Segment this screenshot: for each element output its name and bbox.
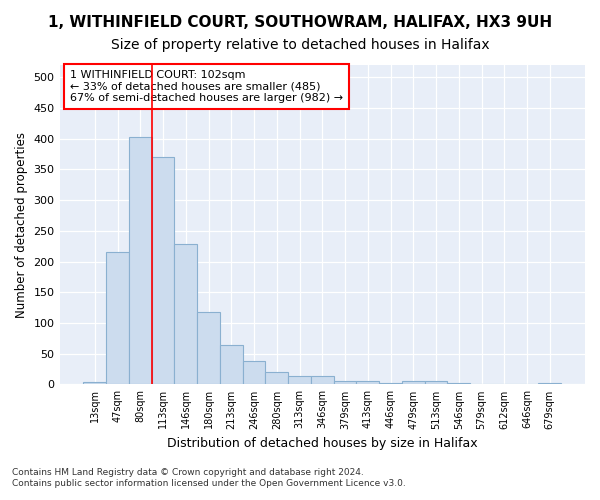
Text: 1 WITHINFIELD COURT: 102sqm
← 33% of detached houses are smaller (485)
67% of se: 1 WITHINFIELD COURT: 102sqm ← 33% of det… xyxy=(70,70,343,103)
Bar xyxy=(379,383,402,384)
Bar xyxy=(242,361,265,384)
Bar xyxy=(152,157,175,384)
X-axis label: Distribution of detached houses by size in Halifax: Distribution of detached houses by size … xyxy=(167,437,478,450)
Bar xyxy=(425,380,448,384)
Bar xyxy=(129,137,152,384)
Text: Size of property relative to detached houses in Halifax: Size of property relative to detached ho… xyxy=(110,38,490,52)
Text: Contains HM Land Registry data © Crown copyright and database right 2024.
Contai: Contains HM Land Registry data © Crown c… xyxy=(12,468,406,487)
Bar xyxy=(83,382,106,384)
Bar xyxy=(175,244,197,384)
Bar xyxy=(356,380,379,384)
Bar xyxy=(402,382,425,384)
Text: 1, WITHINFIELD COURT, SOUTHOWRAM, HALIFAX, HX3 9UH: 1, WITHINFIELD COURT, SOUTHOWRAM, HALIFA… xyxy=(48,15,552,30)
Bar xyxy=(288,376,311,384)
Bar xyxy=(106,252,129,384)
Bar xyxy=(311,376,334,384)
Y-axis label: Number of detached properties: Number of detached properties xyxy=(15,132,28,318)
Bar xyxy=(265,372,288,384)
Bar xyxy=(538,382,561,384)
Bar xyxy=(197,312,220,384)
Bar xyxy=(448,383,470,384)
Bar xyxy=(334,380,356,384)
Bar xyxy=(220,345,242,385)
